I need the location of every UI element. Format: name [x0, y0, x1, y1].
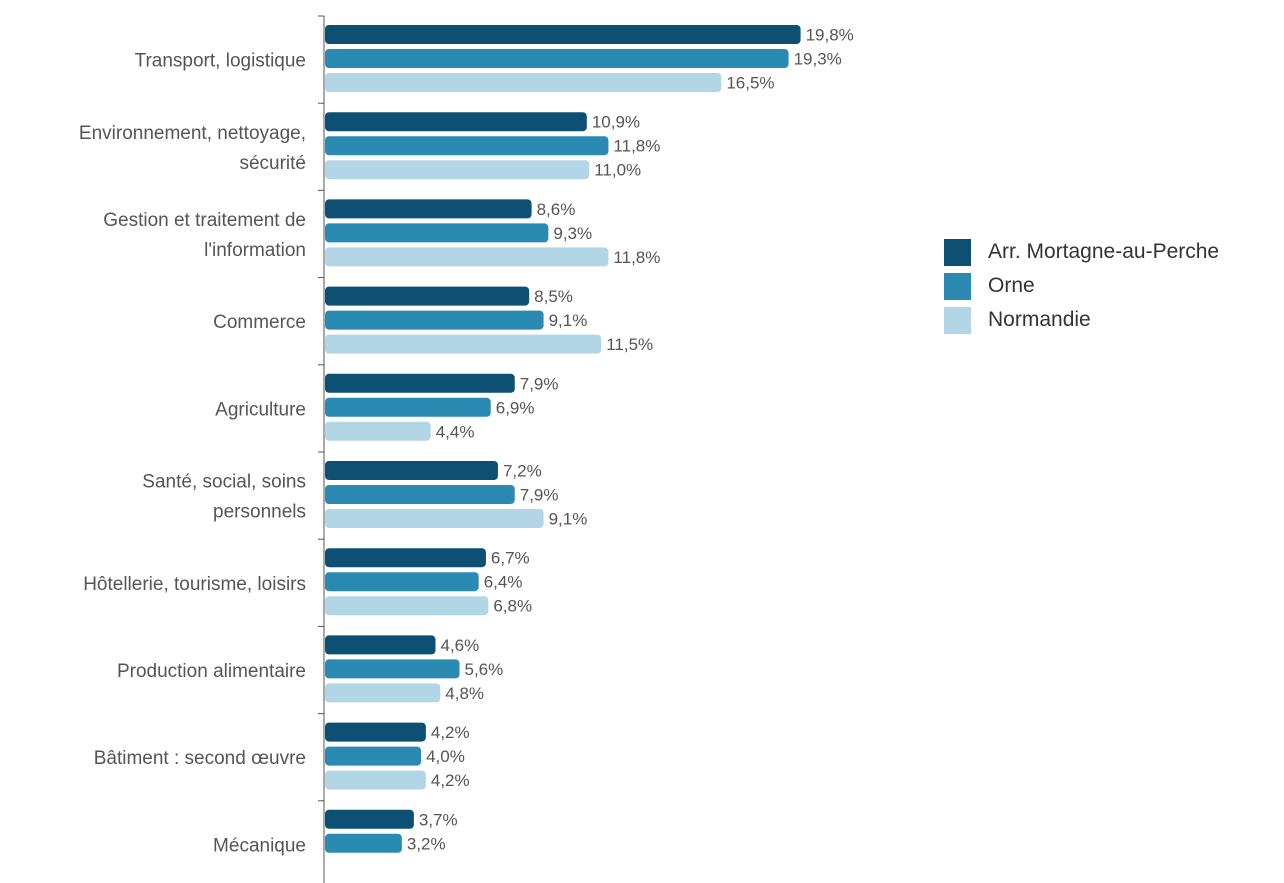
bar	[325, 25, 801, 44]
bar	[325, 485, 515, 504]
bar	[325, 722, 426, 742]
legend-item-arr-mortagne: Arr. Mortagne-au-Perche	[944, 235, 1219, 269]
category-label: Environnement, nettoyage, sécurité	[79, 123, 306, 174]
bar	[325, 572, 479, 592]
bar	[325, 49, 789, 68]
bar	[325, 310, 544, 330]
bar	[325, 461, 498, 480]
category-label-line: Commerce	[213, 312, 306, 333]
data-label: 4,0%	[426, 747, 465, 766]
category-label: Mécanique	[213, 835, 306, 856]
bar	[325, 334, 602, 354]
data-label: 7,9%	[520, 486, 559, 505]
category-label-line: Mécanique	[213, 835, 306, 856]
data-label: 4,4%	[436, 422, 475, 441]
bar	[325, 770, 426, 790]
bar	[325, 833, 402, 853]
bar	[325, 421, 431, 441]
legend-swatch-orne	[944, 272, 971, 300]
category-label: Agriculture	[215, 399, 306, 420]
legend-item-normandie: Normandie	[944, 303, 1219, 337]
legend-item-orne: Orne	[944, 269, 1219, 303]
data-label: 9,1%	[549, 311, 588, 330]
data-label: 9,3%	[553, 224, 592, 243]
data-label: 10,9%	[592, 113, 640, 132]
bar	[325, 199, 532, 219]
data-label: 9,1%	[549, 510, 588, 529]
legend-swatch-normandie	[944, 306, 971, 334]
bar	[325, 160, 590, 180]
bar	[325, 509, 544, 528]
data-label: 5,6%	[465, 660, 504, 679]
data-label: 3,2%	[407, 834, 446, 853]
category-label-line: Santé, social, soins	[142, 472, 306, 493]
data-label: 11,5%	[606, 335, 653, 354]
bar	[325, 286, 530, 306]
legend-label-normandie: Normandie	[988, 308, 1091, 331]
bar	[325, 223, 549, 243]
data-label: 11,0%	[594, 161, 641, 180]
bar	[325, 596, 489, 616]
bar	[325, 635, 436, 655]
data-label: 11,8%	[613, 248, 660, 267]
data-label: 19,3%	[794, 50, 842, 69]
data-label: 6,7%	[491, 549, 530, 568]
bar	[325, 373, 515, 393]
data-label: 4,6%	[440, 636, 479, 655]
bar	[325, 746, 422, 766]
category-label-line: l'information	[204, 240, 306, 261]
legend-label-arr-mortagne: Arr. Mortagne-au-Perche	[988, 240, 1220, 263]
category-label-line: Gestion et traitement de	[103, 210, 306, 231]
data-label: 19,8%	[806, 26, 854, 45]
bar	[325, 548, 486, 568]
bar	[325, 397, 491, 417]
legend-swatch-arr-mortagne	[944, 238, 971, 266]
bar	[325, 809, 414, 829]
data-label: 8,6%	[537, 200, 576, 219]
bar	[325, 136, 609, 156]
bar	[325, 73, 722, 92]
category-label: Gestion et traitement de l'information	[103, 210, 306, 261]
data-label: 6,9%	[496, 398, 535, 417]
bar	[325, 659, 460, 679]
data-label: 6,4%	[484, 573, 523, 592]
category-label-line: sécurité	[239, 153, 306, 174]
category-label: Santé, social, soins personnels	[142, 472, 306, 523]
data-label: 6,8%	[493, 597, 532, 616]
data-label: 11,8%	[613, 137, 660, 156]
data-label: 7,9%	[520, 374, 559, 393]
data-label: 3,7%	[419, 810, 458, 829]
category-label-line: Production alimentaire	[117, 661, 306, 682]
bar	[325, 247, 609, 267]
category-label-line: Bâtiment : second œuvre	[94, 748, 306, 769]
category-label-line: Hôtellerie, tourisme, loisirs	[83, 574, 306, 595]
data-label: 4,2%	[431, 723, 470, 742]
bar	[325, 112, 587, 132]
category-label-line: Environnement, nettoyage,	[79, 123, 306, 144]
category-label: Bâtiment : second œuvre	[94, 748, 306, 769]
category-label: Production alimentaire	[117, 661, 306, 682]
category-label-line: Transport, logistique	[135, 51, 306, 72]
data-label: 16,5%	[726, 74, 774, 93]
data-label: 7,2%	[503, 462, 542, 481]
category-label: Commerce	[213, 312, 306, 333]
category-label-line: Agriculture	[215, 399, 306, 420]
legend: Arr. Mortagne-au-Perche Orne Normandie	[944, 235, 1219, 337]
data-label: 4,8%	[445, 684, 484, 703]
category-label: Transport, logistique	[135, 51, 306, 72]
legend-label-orne: Orne	[988, 274, 1035, 297]
category-label: Hôtellerie, tourisme, loisirs	[83, 574, 306, 595]
data-label: 4,2%	[431, 771, 470, 790]
category-label-line: personnels	[213, 502, 306, 523]
bar	[325, 683, 441, 703]
data-label: 8,5%	[534, 287, 573, 306]
